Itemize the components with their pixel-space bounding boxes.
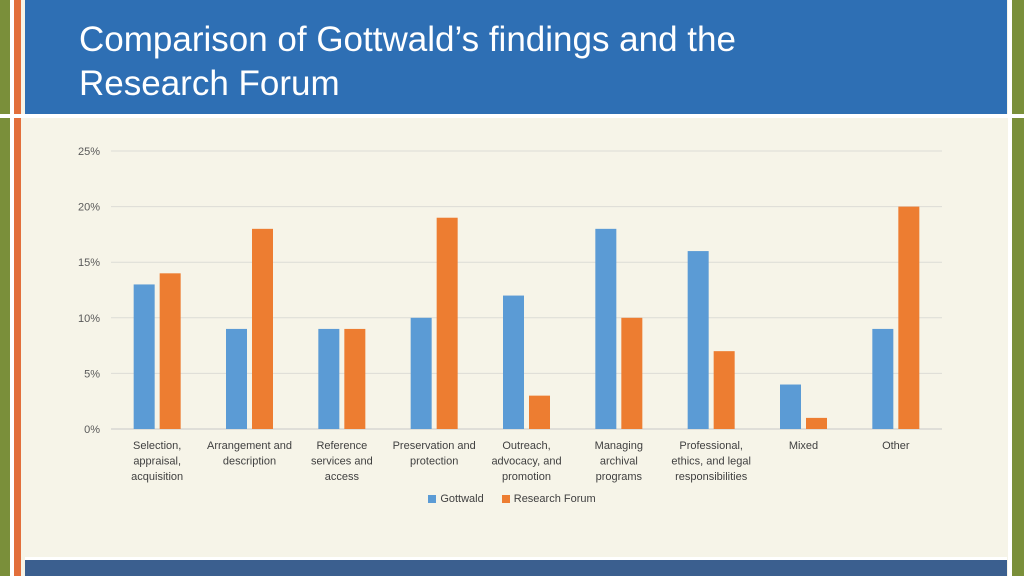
x-tick-label: Other (882, 440, 910, 452)
title-bar: Comparison of Gottwald’s findings and th… (25, 0, 1007, 114)
title-separator (0, 114, 1024, 118)
y-tick-label: 5% (84, 368, 100, 380)
y-tick-label: 15% (78, 257, 100, 269)
bar-gottwald (872, 328, 894, 429)
y-tick-label: 10% (78, 313, 100, 325)
slide-title-line-2: Research Forum (79, 64, 340, 103)
legend-swatch-gottwald (428, 495, 437, 503)
bar-research-forum (898, 206, 920, 429)
left-olive-stripe (0, 0, 10, 576)
x-tick-label: Selection, (133, 440, 181, 452)
legend-swatch-research-forum (501, 495, 510, 503)
x-tick-label: ethics, and legal (671, 456, 751, 468)
x-tick-label: Managing (595, 440, 643, 452)
slide-title: Comparison of Gottwald’s findings and th… (79, 18, 939, 106)
legend-label-gottwald: Gottwald (440, 493, 484, 505)
x-tick-label: Preservation and (393, 440, 476, 452)
bar-research-forum (806, 417, 827, 429)
right-olive-stripe (1012, 0, 1024, 576)
x-tick-label: promotion (502, 471, 551, 483)
right-white-gap (1008, 0, 1012, 576)
footer-bar (25, 557, 1007, 576)
bar-gottwald (503, 295, 524, 429)
left-orange-stripe (14, 0, 21, 576)
legend-item-gottwald: Gottwald (428, 493, 484, 505)
legend-label-research-forum: Research Forum (513, 493, 596, 505)
bar-research-forum (344, 328, 366, 429)
bar-gottwald (595, 228, 617, 429)
x-tick-label: Reference (316, 440, 367, 452)
y-tick-label: 0% (84, 424, 100, 436)
y-tick-label: 25% (78, 146, 100, 158)
y-tick-label: 20% (78, 202, 100, 214)
x-tick-label: services and (311, 456, 373, 468)
slide-title-line-1: Comparison of Gottwald’s findings and th… (79, 20, 736, 59)
x-tick-label: Arrangement and (207, 440, 292, 452)
legend-item-research-forum: Research Forum (501, 493, 596, 505)
x-tick-label: description (223, 456, 276, 468)
bar-research-forum (529, 395, 550, 429)
bar-gottwald (318, 328, 340, 429)
x-tick-label: Professional, (679, 440, 743, 452)
bar-research-forum (621, 317, 643, 429)
x-tick-label: acquisition (131, 471, 183, 483)
x-tick-label: Outreach, (502, 440, 550, 452)
x-tick-label: protection (410, 456, 458, 468)
x-tick-label: advocacy, and (491, 456, 561, 468)
x-tick-label: Mixed (789, 440, 818, 452)
bar-research-forum (159, 273, 181, 429)
bar-gottwald (687, 251, 709, 429)
left-white-gap (10, 0, 14, 576)
bar-gottwald (410, 317, 432, 429)
bar-research-forum (713, 351, 735, 429)
x-tick-label: archival (600, 456, 638, 468)
x-tick-label: access (325, 471, 360, 483)
bar-gottwald (226, 328, 247, 429)
x-tick-label: responsibilities (675, 471, 748, 483)
x-tick-label: appraisal, (133, 456, 181, 468)
bar-research-forum (436, 217, 458, 429)
x-tick-label: programs (596, 471, 643, 483)
chart-legend: Gottwald Research Forum (0, 493, 1024, 505)
bar-research-forum (252, 228, 273, 429)
bar-gottwald (780, 384, 801, 429)
bar-gottwald (133, 284, 155, 429)
